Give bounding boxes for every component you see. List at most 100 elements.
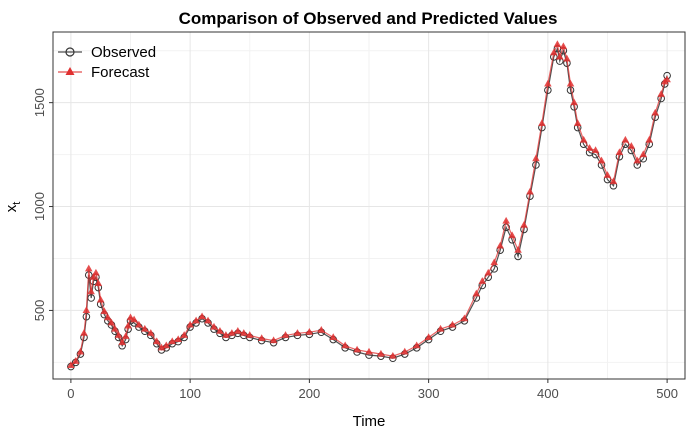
y-tick-label: 1500 [32,88,47,117]
forecast-point [579,135,588,143]
forecast-point [141,324,149,332]
forecast-point [80,329,88,336]
legend-label: Forecast [91,64,150,81]
forecast-point [76,347,85,355]
forecast-point [100,307,109,314]
forecast-point [118,338,126,346]
forecast-point [532,154,540,162]
forecast-point [245,331,254,338]
forecast-point [591,146,600,153]
y-axis-label-group: xt [3,202,23,213]
x-axis: 0 100 200 300 400 500 [67,379,678,401]
legend-item-observed: Observed [58,44,156,61]
forecast-point [234,327,242,334]
forecast-point [544,79,552,87]
forecast-point [180,331,188,338]
y-axis: 500 1000 1500 [32,88,53,321]
forecast-point [514,245,522,253]
forecast-point [609,177,618,185]
forecast-point [341,341,349,349]
forecast-point [89,272,98,280]
forecast-point [573,119,582,126]
forecast-point [130,315,138,323]
forecast-point [96,295,105,303]
series-layer [67,40,671,371]
forecast-point [67,361,75,369]
forecast-point [424,333,433,340]
forecast-point [222,331,230,338]
observed-point [502,223,510,232]
forecast-point [269,336,278,344]
legend-item-forecast: Forecast [58,64,150,81]
x-tick-label: 200 [299,386,321,401]
forecast-point [597,156,606,164]
forecast-point [389,351,397,359]
forecast-point [621,135,630,143]
forecast-point [478,277,487,284]
forecast-point [87,287,95,295]
forecast-point [448,320,457,328]
forecast-point [305,328,314,335]
x-axis-label: Time [353,413,386,430]
forecast-point [526,187,534,195]
forecast-point [157,343,166,351]
forecast-point [538,119,546,126]
forecast-point [563,54,571,62]
forecast-point [114,331,123,338]
forecast-point [92,268,100,276]
forecast-point [124,321,132,329]
forecast-point [94,279,103,286]
x-tick-label: 300 [418,386,440,401]
forecast-point [520,221,528,228]
forecast-point [400,347,409,355]
forecast-point [353,345,361,353]
forecast-point [639,150,648,158]
forecast-point [204,316,212,324]
forecast-point [147,329,155,336]
forecast-point [553,40,562,47]
legend-triangle-icon [65,67,75,75]
chart-title: Comparison of Observed and Predicted Val… [179,9,558,28]
forecast-point [615,148,624,156]
forecast-point [240,329,248,336]
forecast-point [502,216,510,224]
observed-point [87,294,95,302]
forecast-point [436,324,445,332]
forecast-point [566,79,575,87]
forecast-point [192,316,200,324]
forecast-point [317,325,326,333]
legend-label: Observed [91,44,156,61]
forecast-point [645,135,654,143]
x-tick-label: 0 [67,386,74,401]
observed-point [514,252,522,261]
forecast-point [377,349,385,357]
forecast-point [603,171,612,178]
forecast-point [329,333,338,340]
series-forecast [67,40,671,369]
forecast-point [627,142,636,149]
forecast-point [460,314,469,322]
forecast-point [186,320,194,328]
x-tick-label: 500 [656,386,678,401]
forecast-point [550,48,558,56]
forecast-point [508,231,516,239]
legend: Observed Forecast [58,44,156,81]
forecast-point [559,42,568,50]
plot-frame [52,31,686,380]
forecast-point [484,268,493,276]
forecast-point [216,327,224,334]
forecast-point [281,331,290,338]
forecast-point [293,329,302,336]
y-tick-label: 500 [32,300,47,322]
forecast-point [168,337,177,345]
forecast-point [107,318,116,326]
forecast-point [496,241,504,249]
forecast-point [198,312,206,320]
y-axis-label-subscript: t [11,202,23,205]
forecast-point [490,258,498,266]
forecast-point [228,329,236,336]
legend-circle-icon [65,47,75,57]
forecast-point [104,313,112,321]
forecast-point [126,313,135,321]
